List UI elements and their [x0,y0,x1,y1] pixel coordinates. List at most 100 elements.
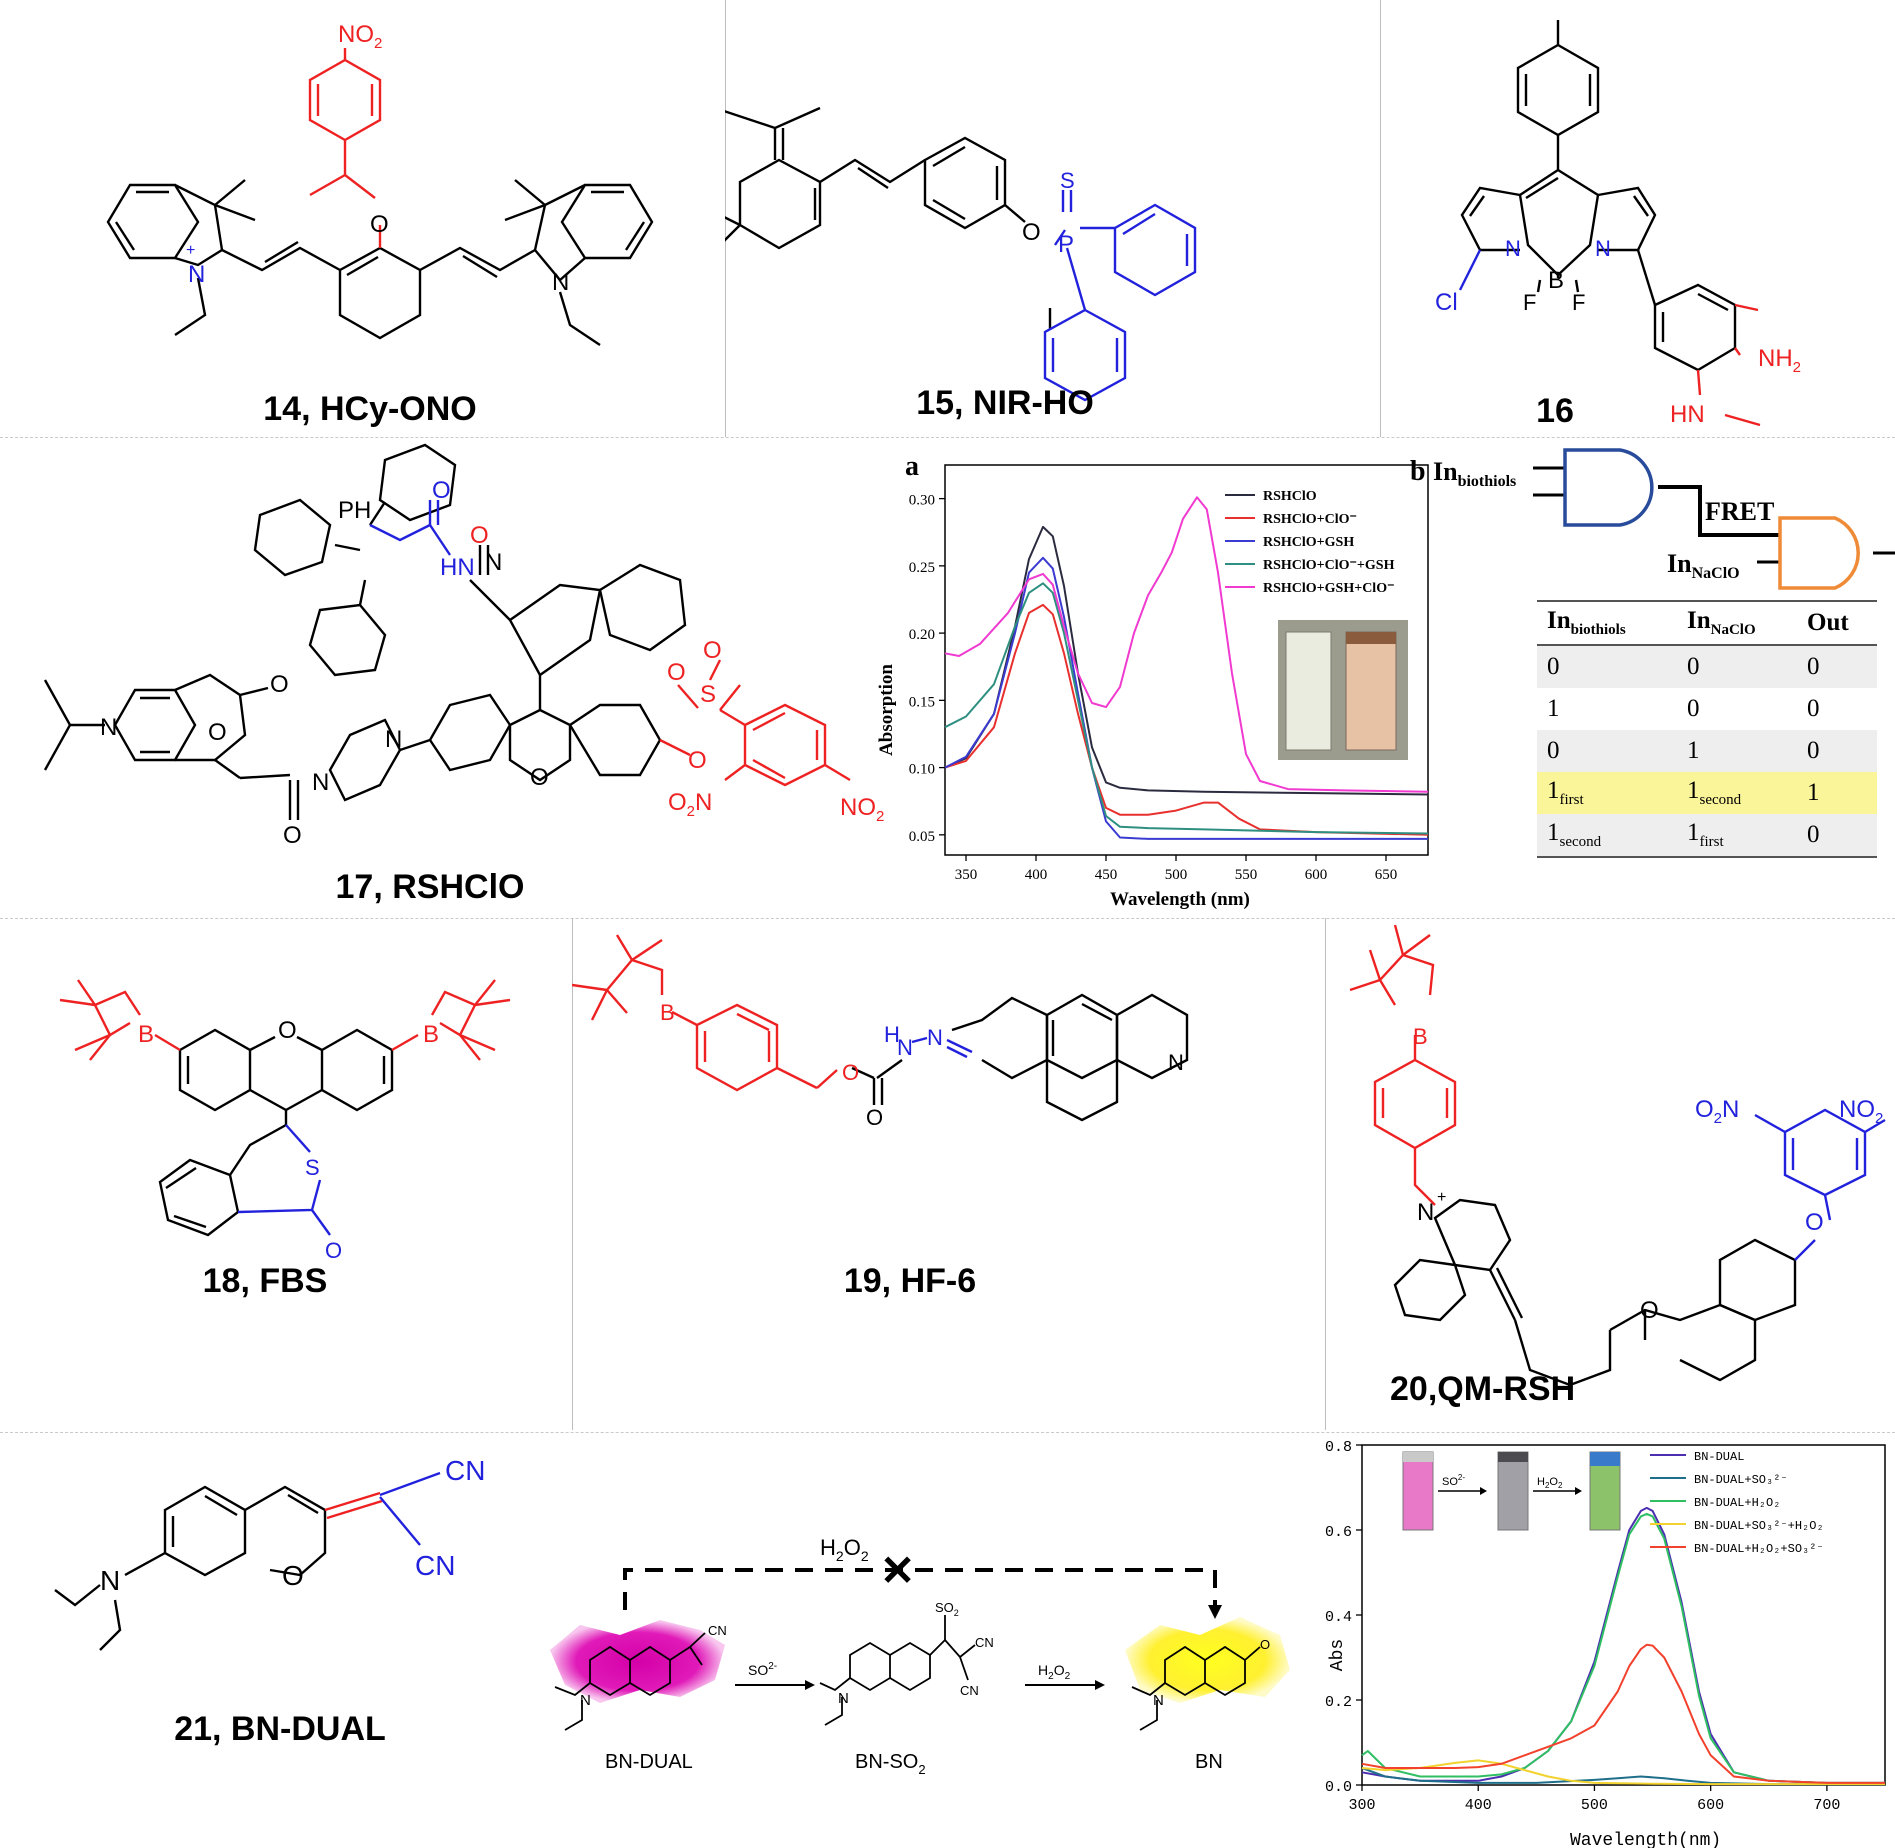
x-tick-label: 600 [1697,1797,1724,1814]
series-line-5 [1361,1643,1885,1784]
x-tick-label: 350 [955,867,978,883]
chart-panel-c: Wavelength(nm) Abs SO2- H2O2 300 400 500 60… [1325,1439,1886,1848]
atom-no2: NO2 [338,21,382,52]
atom-b: B [660,1000,675,1025]
atom-o: O [1022,219,1041,246]
compound-18-label: 18, FBS [202,1262,328,1300]
structure-16: N N B F F Cl NH2 HN [1435,20,1801,428]
plot-frame [1361,1444,1886,1786]
atom-ph: PH [338,497,371,524]
legend-entry: BN-DUAL+SO₃²⁻+H₂O₂ [1694,1519,1824,1533]
atom-p: P [1058,231,1074,258]
legend-entry: RSHClO [1263,489,1317,504]
atom-so3h: SO2 [935,1600,959,1618]
logic-gate-diagram: b Inbiothiols FRET InNaClO [1410,448,1895,590]
panel-a-xlabel: Wavelength (nm) [1110,889,1250,910]
panel-c-ylabel: Abs [1328,1639,1348,1671]
atom-n-left: N [1505,236,1521,261]
vial-inset-c: SO2- H2O2 [1402,1451,1621,1531]
atom-s: S [305,1155,320,1180]
atom-cn2: CN [415,1550,455,1581]
vial-inset-a [1278,620,1408,760]
divider-row3-a [572,918,573,1430]
atom-n-pip1: N [312,769,329,796]
compound-19-label: 19, HF-6 [843,1262,977,1300]
atom-h: H [884,1022,900,1047]
atom-o-carbonyl: O [866,1105,883,1130]
legend-entry: BN-DUAL+H₂O₂+SO₃²⁻ [1694,1542,1824,1556]
series-line-5 [944,496,1429,793]
atom-o-carbonyl: O [270,671,289,698]
blocked-x-icon: ✕ [880,1547,915,1594]
legend-entry: BN-DUAL [1694,1450,1744,1464]
x-tick-label: 400 [1465,1797,1492,1814]
legend-entry: BN-DUAL+H₂O₂ [1694,1496,1780,1510]
atom-o-ring: O [208,719,227,746]
structure-15: O P S [725,106,1197,402]
atom-o-blue: O [432,477,451,504]
atom-b: B [1413,1024,1428,1049]
col-in-biothiols: Inbiothiols [1537,600,1677,646]
atom-n: N [552,269,569,296]
x-tick-label: 550 [1235,867,1258,883]
atom-o-blue: O [325,1238,342,1263]
structure-18: O S O B B [59,979,511,1263]
y-tick-label: 0.20 [909,627,935,643]
atom-n-julolidine: N [1168,1050,1184,1075]
atom-n2: N [927,1025,943,1050]
atom-n-plus: N [188,261,205,288]
atom-b: B [1548,267,1564,294]
atom-nh2: NH2 [1758,345,1801,376]
divider-h1 [0,437,1895,438]
divider-h3 [0,1432,1895,1433]
scheme-label-bndual: BN-DUAL [605,1751,693,1773]
magenta-fluorescence [550,1620,725,1703]
legend-entry: RSHClO+ClO⁻ [1263,512,1357,527]
atom-o-xanthene: O [1640,1297,1659,1324]
atom-s: S [700,681,716,708]
y-tick-label: 0.2 [1325,1694,1352,1711]
x-tick-label: 400 [1025,867,1048,883]
atom-n: N [100,1565,120,1596]
y-tick-label: 0.8 [1325,1439,1352,1456]
scheme-label-bnso2: BN-SO2 [855,1751,926,1777]
legend-entry: RSHClO+GSH+ClO⁻ [1263,581,1394,596]
table-row: 1second 1first 0 [1537,814,1877,858]
charge-plus: + [1437,1189,1446,1206]
atom-o-amide: O [283,822,302,849]
atom-f2: F [1572,290,1585,315]
so3-reagent: SO2- [748,1661,777,1678]
legend-entry: RSHClO+GSH [1263,535,1354,550]
legend-entry: RSHClO+ClO⁻+GSH [1263,558,1395,573]
atom-o2n: O2N [1695,1096,1739,1127]
atom-o-ether: O [1805,1209,1824,1236]
panel-a-ylabel: Absorption [876,664,897,756]
atom-o-aldehyde: O [1260,1637,1270,1652]
panel-b-letter: b [1410,456,1426,487]
col-in-naclo: InNaClO [1677,600,1797,646]
compound-14-label: 14, HCy-ONO [263,390,477,428]
atom-f1: F [1523,290,1536,315]
y-tick-label: 0.4 [1325,1609,1352,1626]
compound-16-label: 16 [1536,392,1574,430]
series-line-2 [1361,1767,1885,1786]
atom-b-right: B [423,1021,439,1048]
reaction-scheme: H2O2 ✕ N CN BN-DUAL SO2- SO2 CN CN N BN-… [550,1535,1290,1777]
atom-o-s1: O [667,659,686,686]
compound-21-label: 21, BN-DUAL [174,1710,386,1748]
inset-so3: SO2- [1442,1473,1465,1488]
series-line-4 [944,582,1429,835]
y-tick-label: 0.6 [1325,1524,1352,1541]
y-tick-label: 0.05 [909,829,935,845]
structure-21: N O CN CN [54,1455,485,1651]
x-tick-label: 500 [1165,867,1188,883]
h2o2-top: H2O2 [820,1535,869,1564]
x-tick-label: 600 [1305,867,1328,883]
x-tick-label: 450 [1095,867,1118,883]
series-line-2 [944,603,1429,836]
y-tick-label: 0.0 [1325,1779,1352,1796]
atom-n-bn: N [1153,1692,1164,1709]
input-biothiols: Inbiothiols [1433,457,1516,490]
divider-row3-b [1325,918,1326,1430]
